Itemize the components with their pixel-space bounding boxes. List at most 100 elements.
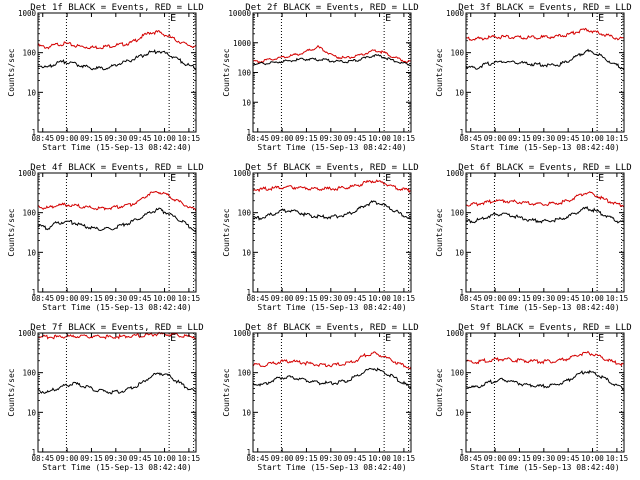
plot-frame	[252, 12, 412, 133]
series-line-lld-red	[37, 30, 197, 50]
x-tick-label: 09:00	[56, 294, 79, 303]
x-tick-label: 08:45	[459, 454, 482, 463]
x-tick-label: 09:15	[508, 294, 531, 303]
series-line-lld-red	[465, 191, 625, 208]
y-tick-label: 10000	[228, 9, 251, 18]
series-line-events-black	[252, 367, 412, 390]
series-line-events-black	[465, 369, 625, 392]
plot-frame	[252, 332, 412, 453]
x-tick-label: 10:00	[368, 454, 391, 463]
x-axis-label: Start Time (15-Sep-13 08:42:40)	[470, 463, 619, 472]
x-tick-label: 09:45	[344, 134, 367, 143]
y-axis-label: Counts/sec	[7, 48, 16, 96]
y-tick-label: 10	[242, 248, 252, 257]
x-tick-label: 10:00	[153, 454, 176, 463]
y-tick-label: 10	[27, 248, 37, 257]
x-tick-label: 10:15	[178, 134, 201, 143]
x-tick-label: 10:15	[606, 454, 629, 463]
panel-title: Det 3f BLACK = Events, RED = LLD	[458, 3, 631, 13]
x-axis-label: Start Time (15-Sep-13 08:42:40)	[257, 303, 406, 312]
series-line-lld-red	[37, 331, 197, 340]
x-tick-label: 09:15	[80, 134, 103, 143]
plot-frame	[465, 332, 625, 453]
plot-frame	[37, 12, 197, 133]
x-axis-label: Start Time (15-Sep-13 08:42:40)	[470, 143, 619, 152]
y-axis-label: Counts/sec	[435, 368, 444, 416]
y-tick-label: 1	[459, 128, 464, 137]
x-tick-label: 09:45	[557, 294, 580, 303]
x-tick-label: 09:15	[295, 454, 318, 463]
x-axis-label: Start Time (15-Sep-13 08:42:40)	[470, 303, 619, 312]
y-tick-label: 1	[31, 288, 36, 297]
x-tick-label: 10:15	[606, 294, 629, 303]
y-tick-label: 1000	[446, 329, 465, 338]
y-axis-label: Counts/sec	[222, 368, 231, 416]
y-tick-label: 1000	[18, 169, 37, 178]
x-tick-label: 09:30	[320, 134, 343, 143]
event-marker-label: E	[598, 13, 604, 24]
y-tick-label: 1000	[233, 329, 252, 338]
x-tick-label: 09:00	[484, 134, 507, 143]
series-line-events-black	[252, 54, 412, 67]
panel-title: Det 2f BLACK = Events, RED = LLD	[245, 3, 418, 13]
event-marker-label: E	[598, 173, 604, 184]
x-tick-label: 08:45	[31, 454, 54, 463]
x-tick-label: 09:15	[295, 294, 318, 303]
x-tick-label: 09:45	[129, 294, 152, 303]
series-line-lld-red	[465, 350, 625, 367]
series-line-events-black	[252, 200, 412, 221]
x-axis-label: Start Time (15-Sep-13 08:42:40)	[257, 463, 406, 472]
x-tick-label: 09:00	[271, 134, 294, 143]
x-tick-label: 08:45	[246, 294, 269, 303]
x-tick-label: 09:15	[80, 294, 103, 303]
y-tick-label: 1	[459, 288, 464, 297]
y-tick-label: 100	[22, 209, 36, 218]
event-marker-label: E	[170, 333, 176, 344]
x-tick-label: 09:00	[56, 134, 79, 143]
y-tick-label: 1	[459, 448, 464, 457]
plot-frame	[465, 12, 625, 133]
y-axis-label: Counts/sec	[7, 208, 16, 256]
x-tick-label: 09:30	[533, 294, 556, 303]
x-tick-label: 10:00	[368, 294, 391, 303]
series-line-events-black	[37, 48, 197, 71]
event-marker-label: E	[598, 333, 604, 344]
series-line-events-black	[465, 48, 625, 71]
plot-frame	[37, 172, 197, 293]
x-tick-label: 08:45	[459, 294, 482, 303]
y-tick-label: 100	[237, 69, 251, 78]
x-tick-label: 10:15	[393, 134, 416, 143]
y-axis-label: Counts/sec	[435, 208, 444, 256]
x-tick-label: 09:30	[320, 454, 343, 463]
panel-title: Det 7f BLACK = Events, RED = LLD	[30, 323, 203, 333]
y-tick-label: 1000	[446, 169, 465, 178]
x-tick-label: 09:45	[557, 134, 580, 143]
y-tick-label: 1	[246, 128, 251, 137]
x-axis-label: Start Time (15-Sep-13 08:42:40)	[42, 303, 191, 312]
y-tick-label: 1000	[233, 39, 252, 48]
x-tick-label: 09:45	[129, 134, 152, 143]
y-tick-label: 1000	[18, 329, 37, 338]
y-tick-label: 10	[455, 408, 465, 417]
x-tick-label: 09:15	[80, 454, 103, 463]
panel-title: Det 8f BLACK = Events, RED = LLD	[245, 323, 418, 333]
x-tick-label: 09:30	[533, 454, 556, 463]
y-axis-label: Counts/sec	[222, 208, 231, 256]
x-tick-label: 09:45	[344, 294, 367, 303]
panel-title: Det 4f BLACK = Events, RED = LLD	[30, 163, 203, 173]
x-axis-label: Start Time (15-Sep-13 08:42:40)	[42, 143, 191, 152]
event-marker-label: E	[385, 173, 391, 184]
x-tick-label: 09:00	[484, 454, 507, 463]
panel-title: Det 6f BLACK = Events, RED = LLD	[458, 163, 631, 173]
x-tick-label: 10:00	[153, 134, 176, 143]
y-tick-label: 1000	[446, 9, 465, 18]
x-tick-label: 09:45	[557, 454, 580, 463]
event-marker-label: E	[385, 13, 391, 24]
